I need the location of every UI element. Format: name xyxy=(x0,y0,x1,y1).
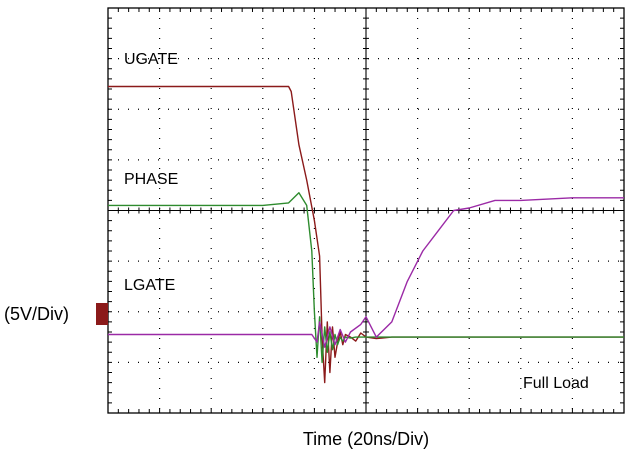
phase-label: PHASE xyxy=(124,171,178,188)
series-layer xyxy=(108,85,624,384)
series-phase xyxy=(108,192,624,364)
ugate-label: UGATE xyxy=(124,51,178,68)
grid-dots xyxy=(108,8,624,413)
lgate-label: LGATE xyxy=(124,277,175,294)
series-lgate xyxy=(108,197,624,348)
y-axis-label: (5V/Div) xyxy=(4,304,69,324)
center-ticks xyxy=(107,7,625,414)
ground-marker xyxy=(96,303,108,325)
full-load-label: Full Load xyxy=(523,375,589,392)
x-axis-label: Time (20ns/Div) xyxy=(303,429,429,449)
